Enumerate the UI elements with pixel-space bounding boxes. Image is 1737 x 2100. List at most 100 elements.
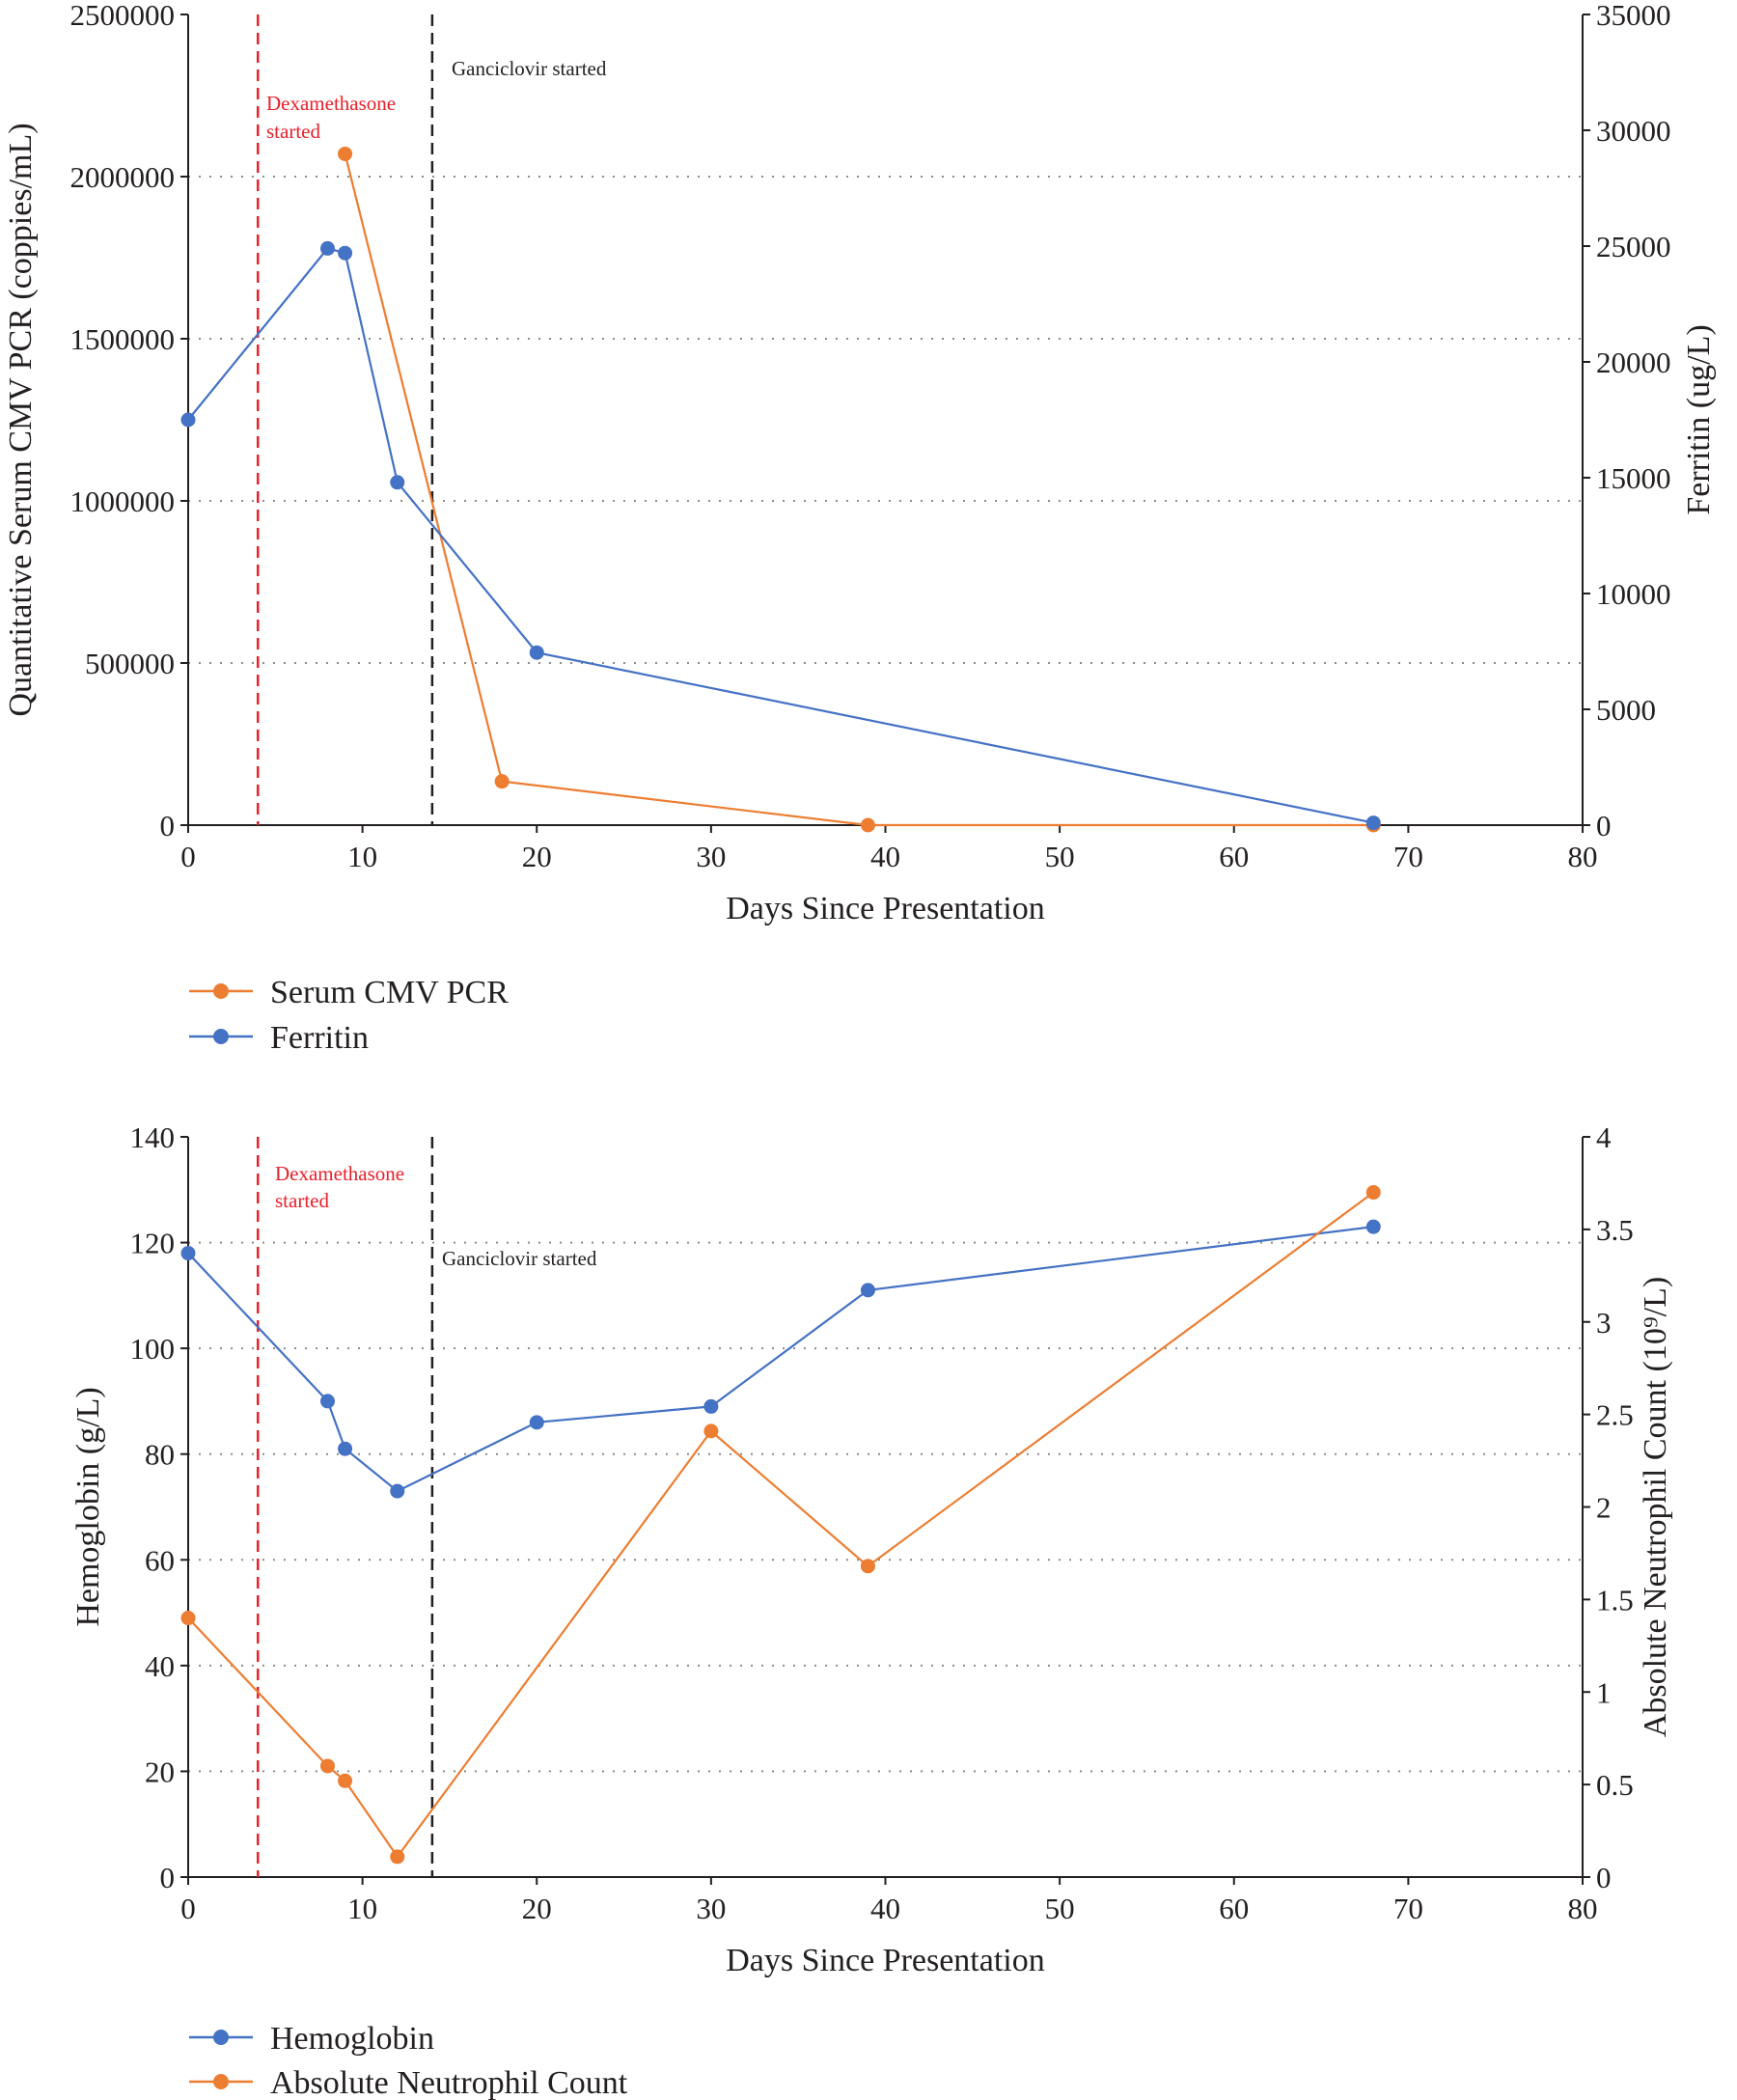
y-left-tick-label: 500000 xyxy=(85,647,175,680)
x-tick-label: 40 xyxy=(870,1892,900,1925)
x-tick-label: 80 xyxy=(1568,1892,1598,1925)
y-right-tick-label: 15000 xyxy=(1596,461,1671,495)
y-right-tick-label: 10000 xyxy=(1596,577,1671,611)
x-tick-label: 0 xyxy=(180,840,196,873)
legend-label: Serum CMV PCR xyxy=(270,975,509,1010)
x-tick-label: 60 xyxy=(1219,840,1249,873)
data-point xyxy=(338,1773,353,1788)
y-left-tick-label: 120 xyxy=(130,1227,176,1260)
y-left-tick-label: 140 xyxy=(130,1120,176,1154)
y-right-tick-label: 2.5 xyxy=(1596,1398,1634,1432)
x-tick-label: 10 xyxy=(347,1892,377,1925)
series-line xyxy=(187,1191,1374,1859)
y-left-tick-label: 60 xyxy=(145,1543,175,1577)
data-point xyxy=(494,774,510,789)
x-tick-label: 70 xyxy=(1393,1892,1423,1925)
series-line xyxy=(187,1226,1374,1493)
y-right-tick-label: 35000 xyxy=(1596,0,1671,32)
data-point xyxy=(860,1283,875,1298)
x-tick-label: 30 xyxy=(696,1892,726,1925)
x-tick-label: 0 xyxy=(180,1892,196,1925)
data-point xyxy=(529,1415,544,1430)
y-left-tick-label: 2500000 xyxy=(70,0,176,32)
y-right-tick-label: 25000 xyxy=(1596,230,1671,263)
y-axis-left-title: Quantitative Serum CMV PCR (coppies/mL) xyxy=(3,123,39,716)
y-left-tick-label: 20 xyxy=(145,1755,175,1788)
y-right-tick-label: 30000 xyxy=(1596,114,1671,148)
y-right-tick-label: 4 xyxy=(1596,1120,1612,1154)
x-tick-label: 50 xyxy=(1045,840,1075,873)
x-tick-label: 70 xyxy=(1393,840,1423,873)
y-axis-right-title: Ferritin (ug/L) xyxy=(1681,324,1717,514)
legend-label: Ferritin xyxy=(270,1020,369,1056)
data-point xyxy=(1365,815,1381,831)
y-left-tick-label: 0 xyxy=(160,809,176,843)
x-axis-title: Days Since Presentation xyxy=(726,891,1045,926)
y-left-tick-label: 1000000 xyxy=(70,484,176,518)
data-point xyxy=(1365,1219,1381,1234)
y-left-tick-label: 40 xyxy=(145,1649,175,1683)
y-right-tick-label: 0.5 xyxy=(1596,1768,1634,1802)
y-right-tick-label: 1.5 xyxy=(1596,1583,1634,1616)
chart-hemoglobin-anc: 0 10 20 30 40 50 60 70 8002040608010012014000.51… xyxy=(70,1120,1673,2100)
data-point xyxy=(860,817,875,833)
legend-swatch-marker xyxy=(213,983,229,999)
y-right-tick-label: 2 xyxy=(1596,1491,1612,1525)
data-point xyxy=(703,1398,719,1414)
x-tick-label: 40 xyxy=(870,840,900,873)
data-point xyxy=(180,1611,196,1626)
series-line xyxy=(187,247,1374,824)
data-point xyxy=(338,1441,353,1456)
legend-swatch-marker xyxy=(213,1029,229,1044)
data-point xyxy=(320,1394,335,1409)
y-right-tick-label: 0 xyxy=(1596,809,1612,843)
chart-cmv-ferritin: 0 10 20 30 40 50 60 70 8005000001000000150000020… xyxy=(3,0,1717,1056)
ganciclovir-label: Ganciclovir started xyxy=(442,1247,597,1270)
x-tick-label: 30 xyxy=(696,840,726,873)
x-tick-label: 80 xyxy=(1568,840,1598,873)
data-point xyxy=(320,1758,335,1774)
data-point xyxy=(390,1849,405,1865)
x-tick-label: 60 xyxy=(1219,1892,1249,1925)
y-left-tick-label: 2000000 xyxy=(70,160,176,194)
y-left-tick-label: 100 xyxy=(130,1332,176,1366)
dexamethasone-label: Dexamethasone xyxy=(275,1162,404,1185)
data-point xyxy=(338,245,353,261)
y-left-tick-label: 80 xyxy=(145,1438,175,1472)
y-left-tick-label: 0 xyxy=(160,1861,176,1894)
y-axis-left-title: Hemoglobin (g/L) xyxy=(70,1387,106,1626)
legend-swatch-marker xyxy=(213,2030,229,2045)
data-point xyxy=(529,645,544,660)
x-tick-label: 10 xyxy=(347,840,377,873)
data-point xyxy=(703,1423,719,1439)
x-tick-label: 20 xyxy=(522,840,552,873)
data-point xyxy=(320,240,335,256)
data-point xyxy=(1365,1185,1381,1201)
ganciclovir-label: Ganciclovir started xyxy=(452,57,607,80)
y-right-tick-label: 3 xyxy=(1596,1306,1612,1340)
dexamethasone-label: started xyxy=(266,120,320,143)
data-point xyxy=(390,475,405,490)
legend-label: Absolute Neutrophil Count xyxy=(270,2065,628,2100)
data-point xyxy=(390,1483,405,1499)
y-axis-right-title: Absolute Neutrophil Count (10⁹/L) xyxy=(1638,1277,1673,1737)
y-left-tick-label: 1500000 xyxy=(70,322,176,356)
legend-label: Hemoglobin xyxy=(270,2021,434,2057)
data-point xyxy=(338,146,353,161)
legend-swatch-marker xyxy=(213,2074,229,2089)
y-right-tick-label: 1 xyxy=(1596,1675,1612,1709)
x-tick-label: 20 xyxy=(522,1892,552,1925)
y-right-tick-label: 0 xyxy=(1596,1861,1612,1894)
x-tick-label: 50 xyxy=(1045,1892,1075,1925)
y-right-tick-label: 5000 xyxy=(1596,693,1656,727)
data-point xyxy=(180,1246,196,1261)
series-line xyxy=(344,153,1374,827)
y-right-tick-label: 3.5 xyxy=(1596,1213,1634,1247)
x-axis-title: Days Since Presentation xyxy=(726,1943,1045,1978)
dexamethasone-label: Dexamethasone xyxy=(266,92,396,115)
y-right-tick-label: 20000 xyxy=(1596,345,1671,379)
data-point xyxy=(860,1559,875,1574)
data-point xyxy=(180,412,196,428)
dexamethasone-label: started xyxy=(275,1189,329,1212)
